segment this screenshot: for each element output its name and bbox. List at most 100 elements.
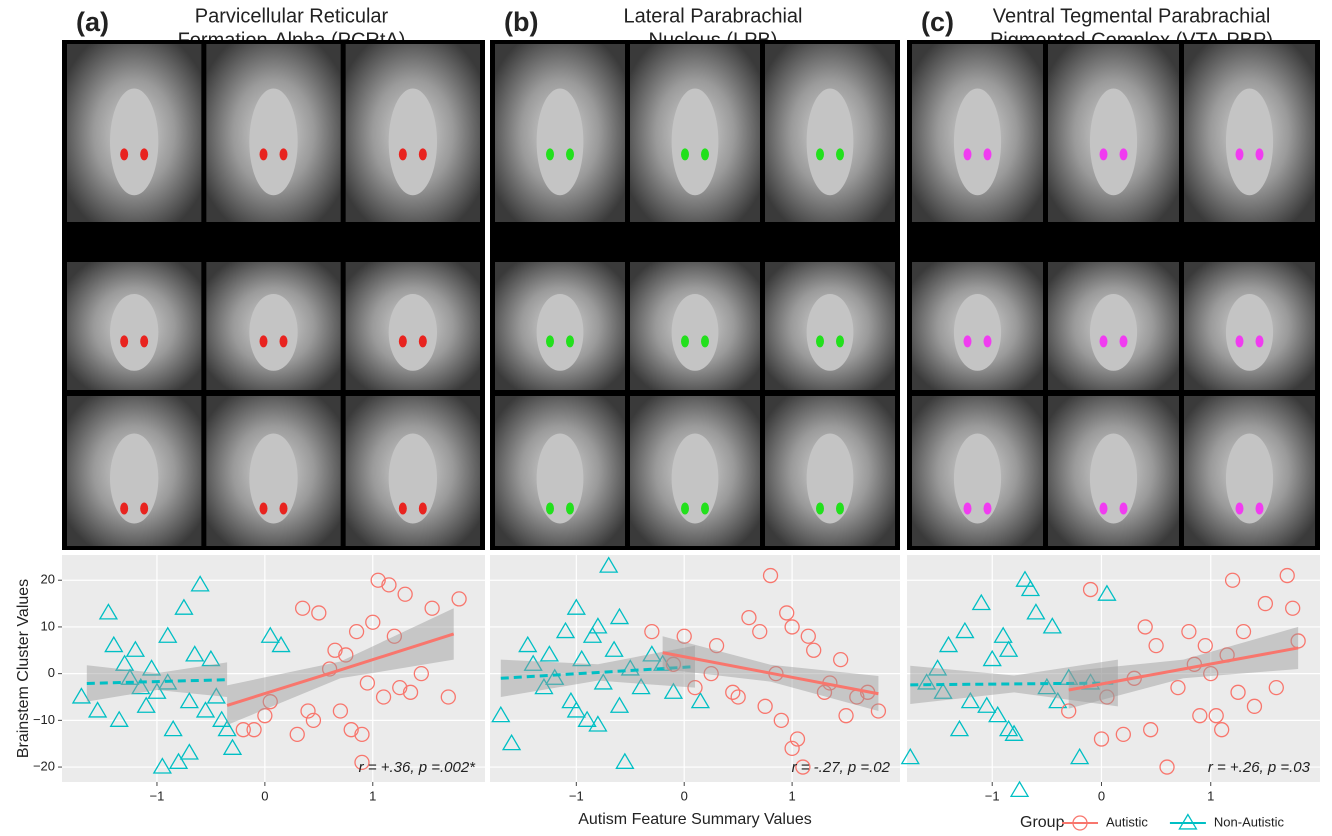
region-highlight xyxy=(701,148,709,160)
panel-title: Lateral Parabrachial xyxy=(624,5,803,27)
region-highlight xyxy=(140,335,148,347)
region-highlight xyxy=(836,148,844,160)
y-tick-label: 0 xyxy=(48,665,55,680)
x-axis-title: Autism Feature Summary Values xyxy=(578,811,812,828)
brainstem xyxy=(1226,294,1273,371)
x-tick-label: −1 xyxy=(150,788,165,803)
region-highlight xyxy=(984,148,992,160)
region-highlight xyxy=(399,503,407,515)
brainstem xyxy=(672,434,719,524)
region-highlight xyxy=(566,335,574,347)
brainstem xyxy=(672,88,719,195)
region-highlight xyxy=(399,335,407,347)
x-tick-label: 1 xyxy=(1207,788,1214,803)
region-highlight xyxy=(701,503,709,515)
x-tick-label: 1 xyxy=(369,788,376,803)
region-highlight xyxy=(1256,335,1264,347)
region-highlight xyxy=(1236,335,1244,347)
region-highlight xyxy=(419,148,427,160)
panel-title: Parvicellular Reticular xyxy=(195,5,389,27)
brainstem xyxy=(1090,434,1137,524)
region-highlight xyxy=(816,503,824,515)
legend-label: Autistic xyxy=(1106,814,1148,829)
region-highlight xyxy=(280,335,288,347)
brainstem xyxy=(249,434,297,524)
panel-label: (b) xyxy=(504,7,538,37)
brainstem xyxy=(537,294,584,371)
x-tick-label: 1 xyxy=(788,788,795,803)
region-highlight xyxy=(260,335,268,347)
region-highlight xyxy=(1100,148,1108,160)
y-tick-label: −10 xyxy=(33,712,55,727)
region-highlight xyxy=(836,503,844,515)
panel-label: (c) xyxy=(921,7,954,37)
region-highlight xyxy=(1256,503,1264,515)
region-highlight xyxy=(399,148,407,160)
region-highlight xyxy=(1120,148,1128,160)
region-highlight xyxy=(280,148,288,160)
brainstem xyxy=(110,434,158,524)
region-highlight xyxy=(260,503,268,515)
x-tick-label: 0 xyxy=(1098,788,1105,803)
brainstem xyxy=(954,88,1001,195)
region-highlight xyxy=(964,148,972,160)
y-tick-label: 20 xyxy=(41,572,55,587)
y-tick-label: 10 xyxy=(41,618,55,633)
region-highlight xyxy=(984,503,992,515)
region-highlight xyxy=(546,503,554,515)
region-highlight xyxy=(566,148,574,160)
region-highlight xyxy=(1120,503,1128,515)
region-highlight xyxy=(964,503,972,515)
plot-background xyxy=(62,555,485,782)
annotation: r = +.36, p =.002* xyxy=(359,759,477,776)
brainstem xyxy=(110,88,158,195)
region-highlight xyxy=(419,503,427,515)
region-highlight xyxy=(1100,503,1108,515)
region-highlight xyxy=(681,503,689,515)
region-highlight xyxy=(681,148,689,160)
region-highlight xyxy=(120,503,128,515)
region-highlight xyxy=(681,335,689,347)
brainstem xyxy=(807,88,854,195)
region-highlight xyxy=(1100,335,1108,347)
legend-symbol xyxy=(1179,815,1196,829)
region-highlight xyxy=(120,335,128,347)
region-highlight xyxy=(984,335,992,347)
brainstem xyxy=(954,434,1001,524)
brainstem xyxy=(807,294,854,371)
brainstem xyxy=(1090,294,1137,371)
brainstem xyxy=(672,294,719,371)
region-highlight xyxy=(419,335,427,347)
region-highlight xyxy=(1236,503,1244,515)
region-highlight xyxy=(140,148,148,160)
region-highlight xyxy=(836,335,844,347)
brainstem xyxy=(537,434,584,524)
annotation: r = -.27, p =.02 xyxy=(792,759,891,776)
brainstem xyxy=(389,294,437,371)
x-tick-label: −1 xyxy=(985,788,1000,803)
region-highlight xyxy=(546,335,554,347)
panel-title: Ventral Tegmental Parabrachial xyxy=(993,5,1271,27)
region-highlight xyxy=(1236,148,1244,160)
brainstem xyxy=(954,294,1001,371)
legend-label: Non-Autistic xyxy=(1214,814,1285,829)
y-tick-label: −20 xyxy=(33,758,55,773)
region-highlight xyxy=(701,335,709,347)
brainstem xyxy=(1226,88,1273,195)
region-highlight xyxy=(1256,148,1264,160)
brainstem xyxy=(1090,88,1137,195)
figure: (a)Parvicellular ReticularFormation-Alph… xyxy=(0,0,1332,836)
region-highlight xyxy=(566,503,574,515)
brainstem xyxy=(249,294,297,371)
region-highlight xyxy=(140,503,148,515)
brainstem xyxy=(389,88,437,195)
panel-label: (a) xyxy=(76,7,109,37)
region-highlight xyxy=(816,335,824,347)
region-highlight xyxy=(1120,335,1128,347)
annotation: r = +.26, p =.03 xyxy=(1208,759,1311,776)
brainstem xyxy=(249,88,297,195)
brainstem xyxy=(537,88,584,195)
brainstem xyxy=(807,434,854,524)
x-tick-label: −1 xyxy=(569,788,584,803)
region-highlight xyxy=(260,148,268,160)
